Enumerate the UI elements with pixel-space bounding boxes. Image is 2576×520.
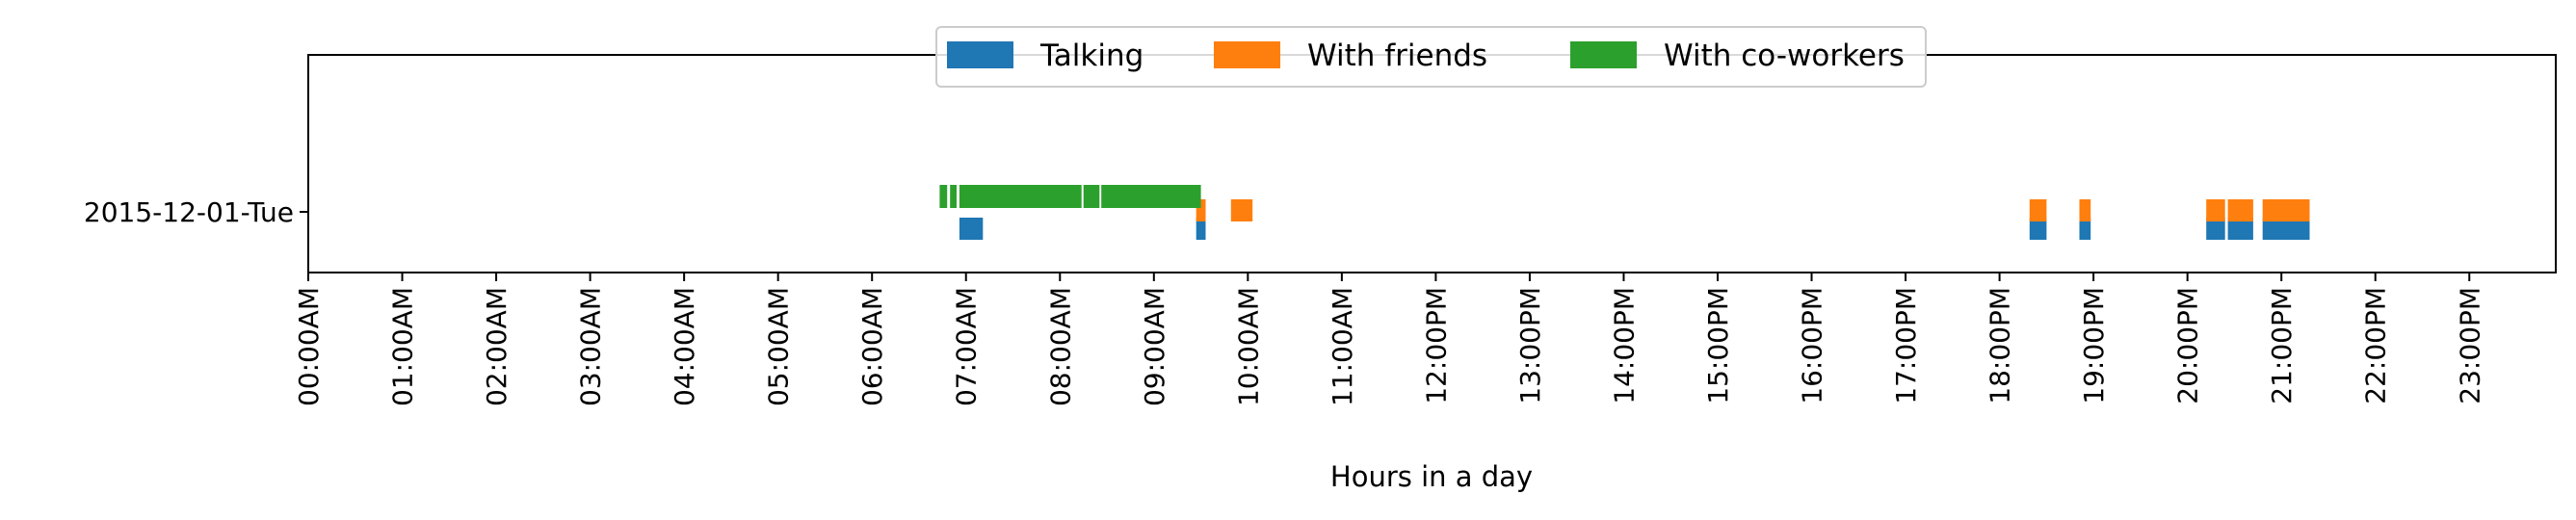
x-tick-label: 18:00PM bbox=[1985, 287, 2016, 404]
x-tick-label: 02:00AM bbox=[481, 287, 513, 406]
legend-label: With co-workers bbox=[1664, 39, 1905, 73]
bar-with-friends-4 bbox=[2206, 199, 2225, 221]
bar-talking-2 bbox=[2029, 218, 2047, 240]
x-tick-label: 20:00PM bbox=[2172, 287, 2204, 404]
y-axis: 2015-12-01-Tue bbox=[84, 196, 308, 228]
x-tick-label: 13:00PM bbox=[1514, 287, 1546, 404]
legend: Talking With friends With co-workers bbox=[935, 26, 1927, 88]
x-tick-label: 00:00AM bbox=[293, 287, 325, 406]
bar-with-co-workers-1 bbox=[950, 185, 957, 208]
legend-label: Talking bbox=[1039, 39, 1143, 73]
bar-talking-1 bbox=[1196, 218, 1206, 240]
legend-swatch bbox=[1570, 41, 1637, 68]
bar-talking-6 bbox=[2262, 218, 2310, 240]
x-tick-label: 15:00PM bbox=[1702, 287, 1734, 404]
x-tick-label: 01:00AM bbox=[387, 287, 419, 406]
bar-talking-5 bbox=[2227, 218, 2253, 240]
bar-with-friends-1 bbox=[1230, 199, 1253, 221]
bars bbox=[939, 185, 2310, 240]
x-tick-label: 04:00AM bbox=[669, 287, 700, 406]
x-tick-label: 17:00PM bbox=[1890, 287, 1922, 404]
x-tick-label: 11:00AM bbox=[1327, 287, 1358, 406]
bar-talking-3 bbox=[2079, 218, 2091, 240]
x-tick-label: 05:00AM bbox=[763, 287, 795, 406]
legend-swatch bbox=[1214, 41, 1280, 68]
x-tick-label: 12:00PM bbox=[1420, 287, 1452, 404]
bar-talking-0 bbox=[959, 218, 984, 240]
x-axis: 00:00AM 01:00AM 02:00AM 03:00AM 04:00AM 05:00… bbox=[293, 273, 2485, 406]
bar-with-co-workers-4 bbox=[1101, 185, 1201, 208]
bar-with-friends-6 bbox=[2262, 199, 2310, 221]
x-tick-label: 14:00PM bbox=[1608, 287, 1640, 404]
x-tick-label: 22:00PM bbox=[2360, 287, 2392, 404]
x-tick-label: 06:00AM bbox=[856, 287, 888, 406]
x-tick-label: 10:00AM bbox=[1232, 287, 1264, 406]
bar-with-co-workers-3 bbox=[1083, 185, 1100, 208]
bar-with-friends-0 bbox=[1196, 199, 1206, 221]
bar-with-co-workers-2 bbox=[959, 185, 1082, 208]
x-tick-label: 09:00AM bbox=[1139, 287, 1170, 406]
plot-background bbox=[308, 55, 2556, 273]
legend-swatch bbox=[947, 41, 1013, 68]
bar-talking-4 bbox=[2206, 218, 2225, 240]
x-tick-label: 03:00AM bbox=[575, 287, 607, 406]
bar-with-friends-3 bbox=[2079, 199, 2091, 221]
x-tick-label: 16:00PM bbox=[1797, 287, 1828, 404]
x-axis-label: Hours in a day bbox=[1330, 460, 1533, 493]
bar-with-friends-2 bbox=[2029, 199, 2047, 221]
x-tick-label: 21:00PM bbox=[2266, 287, 2298, 404]
legend-box bbox=[935, 26, 1927, 88]
y-tick-label: 2015-12-01-Tue bbox=[84, 196, 294, 228]
bar-with-co-workers-0 bbox=[939, 185, 948, 208]
x-tick-label: 23:00PM bbox=[2454, 287, 2485, 404]
x-tick-label: 08:00AM bbox=[1044, 287, 1076, 406]
x-tick-label: 19:00PM bbox=[2078, 287, 2110, 404]
x-tick-label: 07:00AM bbox=[951, 287, 983, 406]
legend-label: With friends bbox=[1307, 39, 1487, 73]
bar-with-friends-5 bbox=[2227, 199, 2253, 221]
